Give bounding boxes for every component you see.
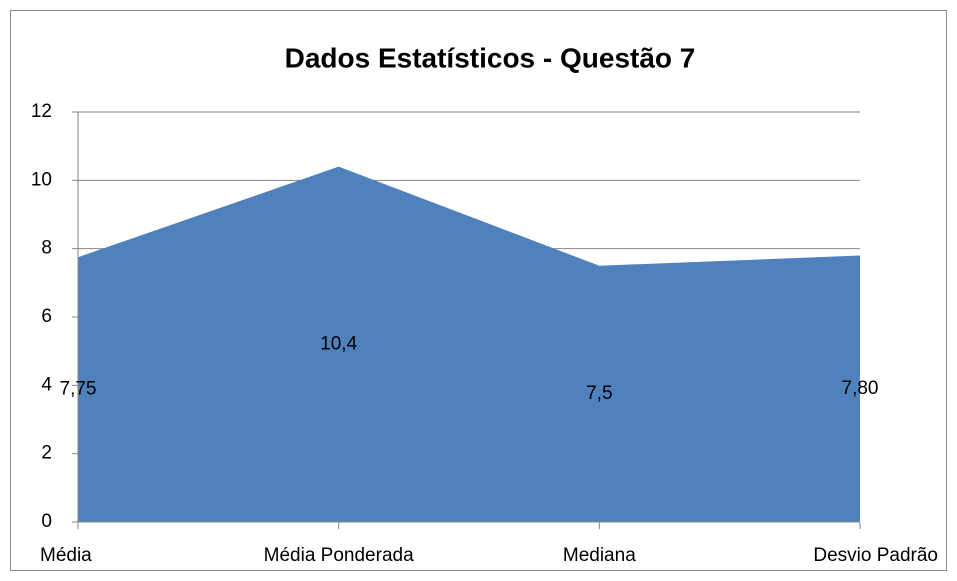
y-tick-label: 12	[31, 101, 52, 122]
area	[78, 166, 860, 522]
y-tick-label: 0	[41, 511, 52, 532]
y-tick-label: 2	[41, 443, 52, 464]
x-tick-label: Desvio Padrão	[813, 545, 938, 566]
y-tick-label: 8	[41, 238, 52, 259]
y-tick-label: 4	[41, 374, 52, 395]
data-label: 7,5	[586, 383, 612, 404]
x-tick-label: Mediana	[563, 545, 636, 566]
chart-title: Dados Estatísticos - Questão 7	[285, 42, 696, 73]
y-tick-label: 6	[41, 306, 52, 327]
data-label: 7,75	[60, 379, 97, 400]
x-tick-label: Média Ponderada	[264, 545, 414, 566]
y-tick-label: 10	[31, 169, 52, 190]
data-label: 7,80	[842, 378, 879, 399]
x-tick-label: Média	[40, 545, 92, 566]
data-label: 10,4	[320, 333, 357, 354]
